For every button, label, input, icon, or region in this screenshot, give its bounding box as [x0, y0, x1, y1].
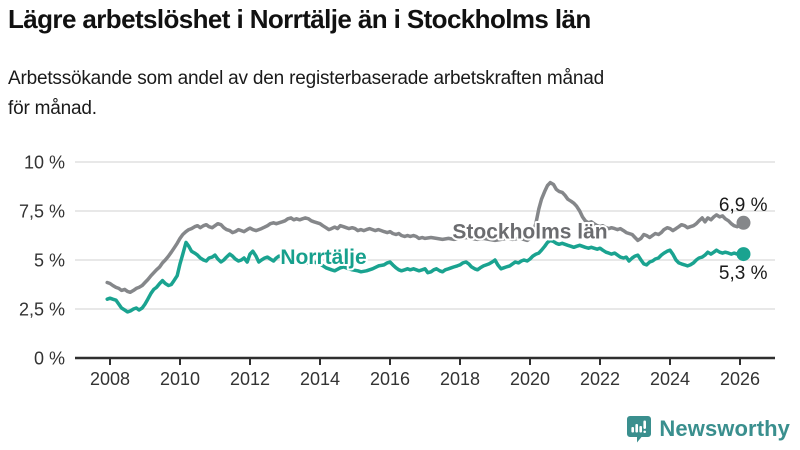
- x-tick-label: 2026: [720, 369, 760, 389]
- y-tick-label: 7,5 %: [19, 202, 65, 222]
- chart-subtitle-line1: Arbetssökande som andel av den registerb…: [8, 68, 605, 89]
- end-value-label-norrtalje: 5,3 %: [719, 263, 768, 284]
- series-label-stockholms-lan: Stockholms län: [452, 221, 607, 244]
- x-tick-label: 2008: [90, 369, 130, 389]
- x-tick-label: 2012: [230, 369, 270, 389]
- y-tick-label: 2,5 %: [19, 300, 65, 320]
- y-tick-label: 5 %: [34, 251, 65, 271]
- series-line-stockholms-lan: [105, 180, 746, 295]
- series-label-norrtalje: Norrtälje: [280, 246, 366, 269]
- end-dot-stockholms-lan: [736, 215, 751, 230]
- newsworthy-wordmark: Newsworthy: [659, 416, 790, 441]
- end-dot-norrtalje: [736, 247, 751, 262]
- y-tick-label: 0 %: [34, 349, 65, 369]
- end-value-label-stockholms-lan: 6,9 %: [719, 195, 768, 216]
- x-tick-label: 2010: [160, 369, 200, 389]
- chart-subtitle-line2: för månad.: [8, 98, 97, 119]
- page-title: Lägre arbetslöshet i Norrtälje än i Stoc…: [8, 4, 591, 34]
- y-tick-label: 10 %: [24, 153, 65, 173]
- newsworthy-icon: [626, 415, 652, 443]
- x-tick-label: 2024: [650, 369, 690, 389]
- x-tick-label: 2016: [370, 369, 410, 389]
- x-tick-label: 2022: [580, 369, 620, 389]
- unemployment-line-chart: 0 % 2,5 % 5 % 7,5 % 10 % 2008 2010 2012 2014 2016…: [19, 153, 775, 389]
- x-tick-label: 2014: [300, 369, 340, 389]
- x-tick-label: 2020: [510, 369, 550, 389]
- newsworthy-logo: Newsworthy: [626, 415, 790, 443]
- chart-subtitle: Arbetssökande som andel av den registerb…: [8, 64, 788, 124]
- series-line-norrtalje: [105, 238, 746, 314]
- x-tick-label: 2018: [440, 369, 480, 389]
